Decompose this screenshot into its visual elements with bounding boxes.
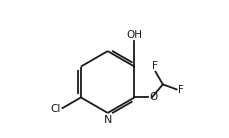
- Text: Cl: Cl: [50, 104, 61, 114]
- Text: F: F: [177, 85, 183, 95]
- Text: F: F: [151, 61, 157, 71]
- Text: O: O: [148, 92, 157, 102]
- Text: N: N: [104, 115, 112, 124]
- Text: OH: OH: [126, 30, 142, 40]
